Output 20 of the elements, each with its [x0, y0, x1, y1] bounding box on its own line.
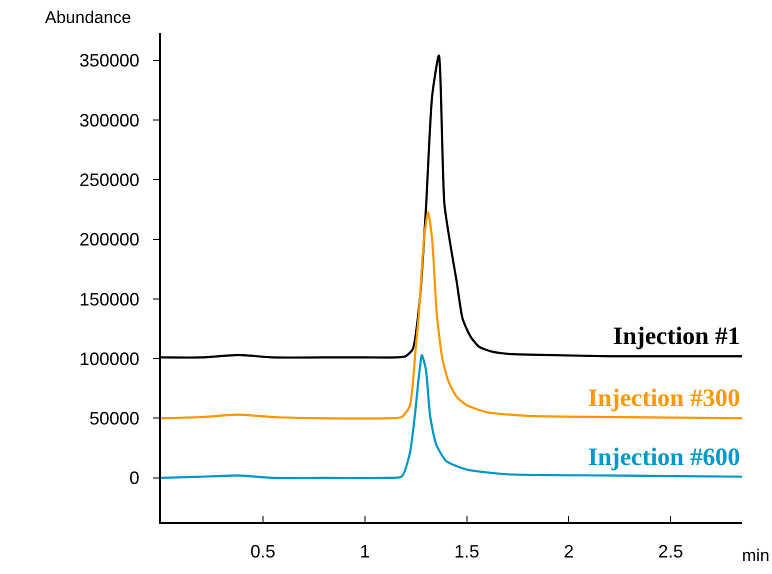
x-tick-label: 0.5: [250, 542, 276, 562]
x-tick-label: 2.5: [658, 542, 684, 562]
y-tick-label: 50000: [89, 408, 140, 429]
y-tick-label: 300000: [79, 110, 140, 130]
line-series: [161, 354, 742, 480]
line-series: [161, 210, 742, 420]
y-tick-label: 100000: [79, 348, 140, 369]
series-label: Injection #300: [588, 385, 740, 412]
y-axis-title: Abundance: [45, 8, 132, 27]
x-axis-title: min: [742, 546, 770, 565]
x-tick-label: 2: [564, 542, 574, 562]
y-tick-label: 350000: [79, 50, 140, 71]
y-tick-label: 250000: [79, 170, 140, 190]
y-tick-label: 200000: [79, 230, 140, 250]
series-label: Injection #1: [613, 323, 740, 350]
y-tick-label: 0: [129, 468, 140, 488]
x-tick-label: 1: [360, 542, 370, 562]
series-label: Injection #600: [588, 444, 740, 471]
x-tick-label: 1.5: [454, 542, 480, 562]
y-tick-label: 150000: [79, 289, 140, 310]
